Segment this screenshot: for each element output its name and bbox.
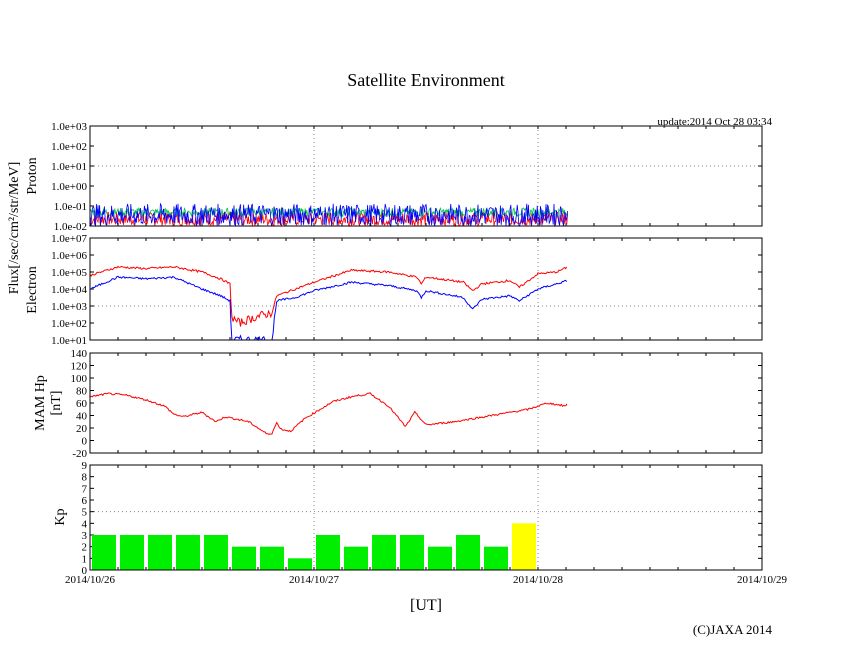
x-axis-label: [UT] [410,597,442,614]
panel-frame [89,237,763,341]
y-tick-label: 1.0e+01 [51,335,87,347]
electron-red-line [89,265,568,327]
y-tick-label: 1.0e+07 [51,233,87,245]
y-tick-label: 140 [71,348,88,360]
y-tick-label: 9 [82,460,88,472]
kp-bar [400,535,424,570]
kp-bar [372,535,396,570]
electron-axis-label: Electron [25,266,40,313]
y-tick-label: 1.0e+06 [51,250,87,262]
panel-frame [89,352,763,454]
kp-bar [176,535,200,570]
y-tick-label: 80 [76,386,88,398]
y-tick-label: 1.0e+00 [51,181,87,193]
y-tick-label: 6 [82,495,88,507]
copyright: (C)JAXA 2014 [693,622,773,637]
y-tick-label: 1.0e-02 [54,221,87,233]
y-tick-label: 2 [82,542,88,554]
proton-green-line [90,206,568,218]
y-tick-label: 0 [82,565,88,577]
y-tick-label: 1.0e-01 [54,201,87,213]
y-tick-label: 100 [71,373,88,385]
kp-bar [456,535,480,570]
x-tick-label: 2014/10/29 [737,574,788,586]
update-timestamp: update:2014 Oct 28 03:34 [657,116,772,128]
mam-axis-label: MAM Hp [33,375,48,431]
y-tick-label: 4 [82,518,88,530]
kp-bar [260,546,284,570]
mam-hp-line [89,392,568,435]
y-tick-label: 7 [82,483,88,495]
kp-bar [288,558,312,570]
panel-frame [89,464,763,571]
kp-bar [316,535,340,570]
y-tick-label: 1.0e+05 [51,267,87,279]
y-tick-label: 3 [82,530,88,542]
y-tick-label: 1.0e+02 [51,141,87,153]
y-tick-label: 60 [76,398,88,410]
kp-bar [484,546,508,570]
y-tick-label: 0 [82,436,88,448]
kp-bar [344,546,368,570]
y-tick-label: 1.0e+03 [51,121,87,133]
kp-axis-label: Kp [53,508,68,525]
flux-axis-label: Flux[/sec/cm²/str/MeV] [7,162,22,295]
electron-blue-line [89,275,568,341]
panel-frame [89,125,763,227]
y-tick-label: 20 [76,423,88,435]
kp-bar [428,546,452,570]
kp-bar [120,535,144,570]
y-tick-label: 8 [82,472,88,484]
proton-blue-line [89,202,568,228]
chart-title: Satellite Environment [347,70,504,90]
kp-bar [204,535,228,570]
kp-bar [92,535,116,570]
y-tick-label: 1.0e+01 [51,161,87,173]
proton-red-line [89,210,568,228]
y-tick-label: 5 [82,507,88,519]
kp-bar [148,535,172,570]
kp-bar [512,523,536,570]
x-tick-label: 2014/10/28 [513,574,564,586]
y-tick-label: 120 [71,361,88,373]
y-tick-label: 1.0e+03 [51,301,87,313]
y-tick-label: 1.0e+04 [51,284,87,296]
proton-axis-label: Proton [25,157,40,194]
y-tick-label: 1 [82,553,88,565]
kp-bar [232,546,256,570]
mam-unit-label: [nT] [49,391,64,416]
y-tick-label: 1.0e+02 [51,318,87,330]
x-tick-label: 2014/10/26 [65,574,116,586]
y-tick-label: 40 [76,411,88,423]
x-tick-label: 2014/10/27 [289,574,340,586]
y-tick-label: -20 [72,448,87,460]
